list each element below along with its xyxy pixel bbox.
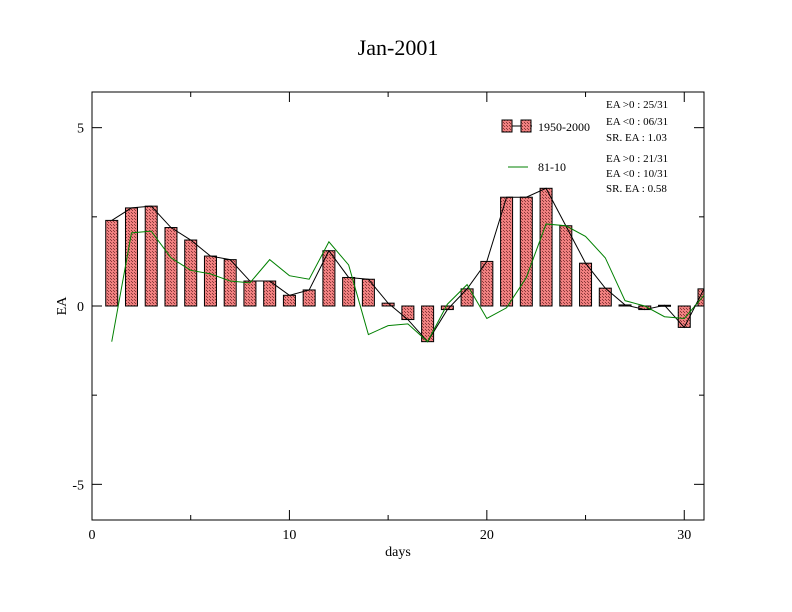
legend-item-1950-2000: 1950-2000 <box>501 119 590 134</box>
annotation-81-10-positive: EA >0 : 21/31 <box>606 153 668 165</box>
bar-day-7 <box>223 259 237 307</box>
annotation-81-10-sr: SR. EA : 0.58 <box>606 183 667 195</box>
lines-layer <box>111 187 705 343</box>
x-axis-label: days <box>385 545 411 560</box>
legend-bar-swatch-right <box>520 119 532 133</box>
bars-layer <box>105 187 705 343</box>
legend: 1950-2000 81-10 <box>501 119 590 174</box>
annotation-81-10-negative: EA <0 : 10/31 <box>606 168 668 180</box>
legend-bar-swatch-left <box>501 119 513 133</box>
legend-label-81-10: 81-10 <box>538 160 566 174</box>
bar-day-10 <box>282 294 296 307</box>
annotation-1950-2000-negative: EA <0 : 06/31 <box>606 116 668 128</box>
legend-item-81-10: 81-10 <box>508 160 566 174</box>
y-tick-label: 0 <box>77 300 84 315</box>
bar-day-4 <box>164 227 178 307</box>
y-axis-label: EA <box>55 296 70 316</box>
x-tick-label: 20 <box>480 528 494 543</box>
legend-label-1950-2000: 1950-2000 <box>538 120 590 134</box>
bar-day-16 <box>401 305 415 321</box>
chart-title: Jan-2001 <box>358 35 439 60</box>
bar-day-30 <box>677 305 691 328</box>
bar-day-9 <box>263 280 277 307</box>
bar-day-26 <box>598 287 612 307</box>
bar-day-14 <box>361 278 375 307</box>
y-tick-label: -5 <box>72 478 84 493</box>
bar-day-1 <box>105 219 119 307</box>
bar-day-23 <box>539 187 553 307</box>
bar-day-3 <box>144 205 158 307</box>
bar-day-25 <box>579 262 593 307</box>
annotation-1950-2000-sr: SR. EA : 1.03 <box>606 132 667 144</box>
ticks-layer: 0 10 20 30 -5 0 5 <box>72 92 704 543</box>
annotation-1950-2000-positive: EA >0 : 25/31 <box>606 99 668 111</box>
bar-day-24 <box>559 225 573 307</box>
bar-day-11 <box>302 289 316 307</box>
bar-day-6 <box>203 255 217 307</box>
bar-day-22 <box>519 196 533 307</box>
x-tick-label: 10 <box>282 528 296 543</box>
stats-annotations: EA >0 : 25/31 EA <0 : 06/31 SR. EA : 1.0… <box>606 99 668 195</box>
bar-day-13 <box>342 276 356 307</box>
x-tick-label: 30 <box>677 528 691 543</box>
series-line-81-10 <box>111 223 705 343</box>
bar-day-21 <box>500 196 514 307</box>
y-tick-label: 5 <box>77 122 84 137</box>
bar-day-8 <box>243 280 257 307</box>
series-line-1950-2000 <box>111 187 705 343</box>
bar-day-5 <box>184 239 198 307</box>
x-tick-label: 0 <box>89 528 96 543</box>
